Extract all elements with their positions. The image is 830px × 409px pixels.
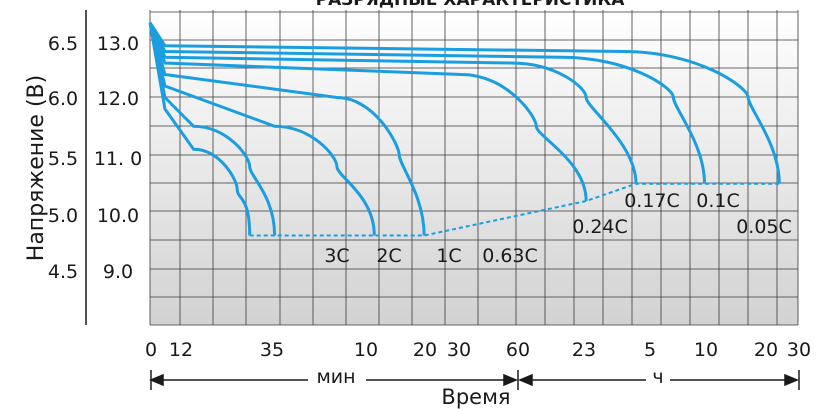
- x-tick: 10: [694, 339, 718, 361]
- x-tick: 0: [145, 339, 157, 361]
- discharge-curves: 3C 2C 1C 0.63C 0.24C 0.17C 0.1C 0.05C: [148, 21, 792, 267]
- series-label-0.1C: 0.1C: [696, 190, 739, 212]
- series-line-0.05C: [148, 21, 781, 184]
- y-tick-inner: 11. 0: [94, 148, 142, 170]
- series-line-0.1C: [148, 22, 707, 184]
- x-tick: 35: [260, 339, 284, 361]
- series-line-0.24C: [148, 22, 588, 202]
- x-tick: 20: [413, 339, 437, 361]
- y-tick-outer: 6.0: [48, 88, 78, 110]
- y-tick-inner: 9.0: [103, 261, 133, 283]
- series-label-0.24C: 0.24C: [572, 216, 628, 238]
- y-tick-inner: 13.0: [97, 33, 139, 55]
- series-label-3C: 3C: [324, 245, 349, 267]
- series-line-3C: [148, 22, 252, 236]
- series-line-1C: [148, 22, 376, 236]
- series-line-0.17C: [148, 22, 638, 184]
- y-tick-outer: 4.5: [48, 261, 78, 283]
- x-tick: 30: [787, 339, 811, 361]
- y-axis-label: Напряжение (В): [24, 75, 49, 261]
- series-line-0.63C: [148, 22, 426, 236]
- x-axis-label: Время: [441, 385, 510, 409]
- series-line-2C: [148, 22, 277, 236]
- series-label-0.17C: 0.17C: [624, 190, 680, 212]
- series-label-0.05C: 0.05C: [736, 216, 792, 238]
- x-tick: 10: [354, 339, 378, 361]
- x-tick: 30: [447, 339, 471, 361]
- x-tick: 60: [506, 339, 530, 361]
- x-tick: 23: [572, 339, 596, 361]
- x-unit-hours: ч: [652, 366, 663, 388]
- y-tick-outer: 6.5: [48, 33, 78, 55]
- cutoff-voltage-line: [249, 182, 780, 237]
- series-label-1C: 1C: [436, 245, 461, 267]
- series-label-2C: 2C: [376, 245, 401, 267]
- x-tick: 5: [644, 339, 656, 361]
- y-tick-inner: 10.0: [97, 205, 139, 227]
- y-tick-outer: 5.0: [48, 205, 78, 227]
- y-tick-inner: 12.0: [97, 88, 139, 110]
- y-tick-outer: 5.5: [48, 148, 78, 170]
- cutoff-dashed-line: [249, 182, 780, 237]
- x-tick: 20: [754, 339, 778, 361]
- chart-title: РАЗРЯДНЫЕ ХАРАКТЕРИСТИКА: [316, 0, 626, 10]
- series-label-0.63C: 0.63C: [482, 245, 538, 267]
- x-unit-minutes: мин: [316, 366, 355, 388]
- x-tick: 12: [169, 339, 193, 361]
